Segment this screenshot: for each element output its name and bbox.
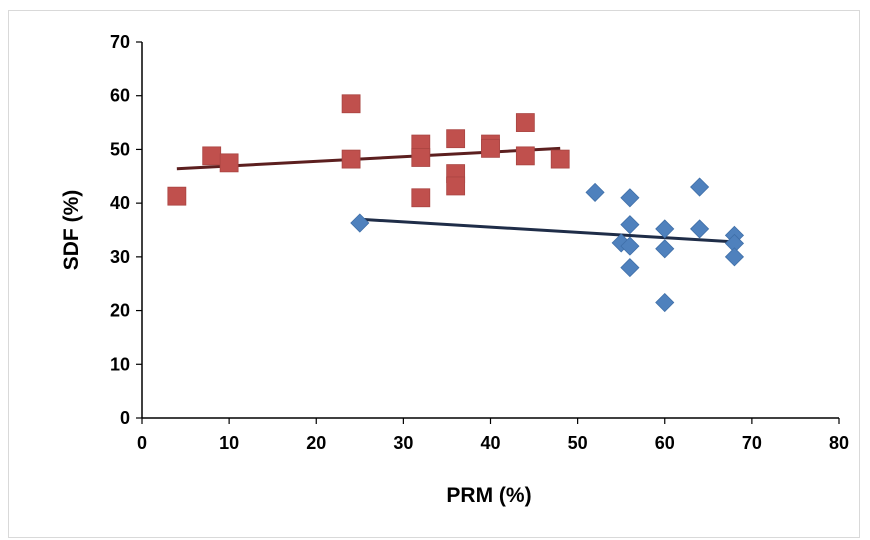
trendline-2 — [359, 217, 735, 244]
x-tick-label: 80 — [829, 433, 849, 453]
diamond-marker — [655, 239, 675, 259]
square-marker — [341, 94, 361, 114]
diamond-marker — [655, 219, 675, 239]
x-tick-label: 70 — [742, 433, 762, 453]
square-marker — [550, 149, 570, 169]
square-marker — [219, 153, 239, 173]
y-axis-title: SDF (%) — [60, 190, 83, 271]
y-tick-label: 60 — [110, 86, 130, 106]
diamond-marker — [620, 258, 640, 278]
square-marker — [515, 113, 535, 132]
square-marker — [446, 129, 466, 149]
diamond-marker — [690, 219, 710, 239]
y-tick-label: 30 — [110, 247, 130, 267]
diamond-marker — [585, 182, 605, 202]
x-tick-label: 40 — [480, 433, 500, 453]
x-axis-title: PRM (%) — [446, 484, 531, 507]
y-tick-label: 10 — [110, 354, 130, 374]
diamond-marker — [350, 213, 370, 233]
x-tick-label: 0 — [137, 433, 147, 453]
diamond-marker — [620, 188, 640, 208]
diamond-marker — [724, 247, 745, 267]
square-marker — [515, 146, 535, 166]
x-tick-label: 50 — [568, 433, 588, 453]
square-marker — [202, 146, 222, 166]
axes: 0 10 20 30 40 50 60 70 80 0 10 20 30 40 50 60 70 — [110, 32, 849, 453]
x-tick-label: 30 — [393, 433, 413, 453]
square-marker — [446, 176, 466, 196]
y-tick-label: 50 — [110, 139, 130, 159]
square-marker — [167, 186, 187, 206]
square-marker — [481, 138, 500, 158]
diamond-marker — [620, 215, 640, 235]
y-tick-label: 40 — [110, 193, 130, 213]
square-marker — [411, 188, 431, 208]
x-tick-label: 60 — [655, 433, 675, 453]
y-tick-label: 0 — [120, 408, 130, 428]
chart-frame — [8, 10, 860, 538]
square-marker — [411, 148, 431, 167]
x-tick-label: 10 — [219, 433, 239, 453]
data-markers — [167, 94, 745, 313]
diamond-marker — [620, 236, 640, 256]
x-tick-label: 20 — [306, 433, 326, 453]
y-tick-label: 70 — [110, 32, 130, 52]
square-marker — [341, 149, 361, 169]
y-tick-label: 20 — [110, 301, 130, 321]
diamond-marker — [655, 292, 675, 313]
diamond-marker — [690, 177, 710, 197]
